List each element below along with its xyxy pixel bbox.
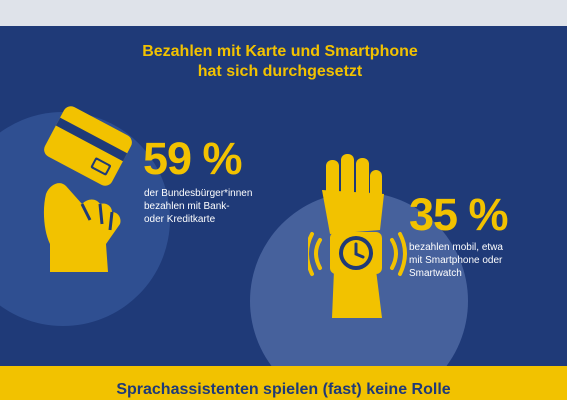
bottom-band: Sprachassistenten spielen (fast) keine R… <box>0 366 567 400</box>
stat-description-mobile: bezahlen mobil, etwa mit Smartphone oder… <box>409 241 503 280</box>
headline: Bezahlen mit Karte und Smartphone hat si… <box>90 42 470 82</box>
stat-description-card: der Bundesbürger*innen bezahlen mit Bank… <box>144 187 252 226</box>
stat-value-mobile: 35 % <box>409 189 509 240</box>
bottom-title: Sprachassistenten spielen (fast) keine R… <box>116 381 451 398</box>
headline-line-1: Bezahlen mit Karte und Smartphone <box>142 43 418 60</box>
stat-description-line: oder Kreditkarte <box>144 214 216 225</box>
stat-description-line: Smartwatch <box>409 268 462 279</box>
stat-description-line: bezahlen mit Bank- <box>144 201 230 212</box>
headline-line-2: hat sich durchgesetzt <box>197 63 363 80</box>
smartwatch-hand-icon <box>308 154 407 318</box>
infographic-panel: Bezahlen mit Karte und Smartphone hat si… <box>0 26 567 366</box>
hand-card-icon <box>43 106 132 272</box>
top-band <box>0 0 567 26</box>
stat-description-line: mit Smartphone oder <box>409 255 503 266</box>
stat-value-card: 59 % <box>143 133 243 184</box>
stat-description-line: bezahlen mobil, etwa <box>409 242 503 253</box>
stat-description-line: der Bundesbürger*innen <box>144 188 253 199</box>
